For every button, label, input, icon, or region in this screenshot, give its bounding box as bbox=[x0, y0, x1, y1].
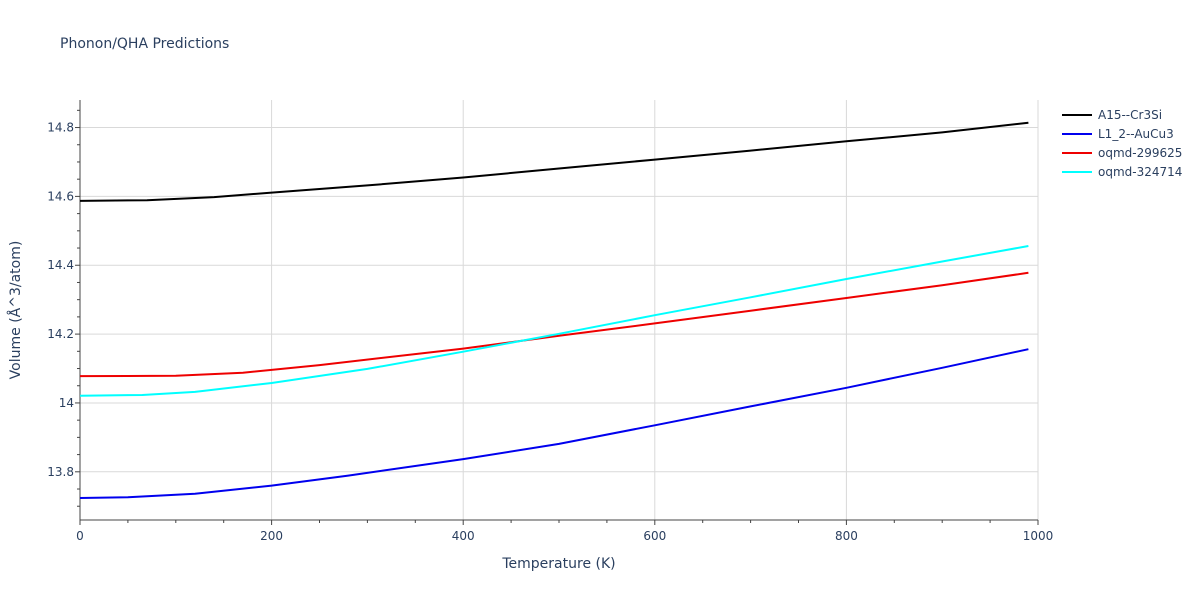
legend-label: oqmd-324714 bbox=[1098, 165, 1182, 179]
x-axis-title: Temperature (K) bbox=[501, 556, 615, 572]
x-tick-label: 200 bbox=[260, 529, 283, 543]
y-tick-label: 13.8 bbox=[47, 465, 74, 479]
series-line-1[interactable] bbox=[79, 348, 1029, 499]
grid-layer bbox=[80, 100, 1039, 520]
x-tick-label: 0 bbox=[76, 529, 84, 543]
legend-item-2[interactable]: oqmd-299625 bbox=[1062, 146, 1182, 160]
series-line-0[interactable] bbox=[79, 121, 1029, 202]
legend-item-3[interactable]: oqmd-324714 bbox=[1062, 165, 1182, 179]
legend-label: L1_2--AuCu3 bbox=[1098, 127, 1174, 141]
x-tick-label: 600 bbox=[643, 529, 666, 543]
legend[interactable]: A15--Cr3Si L1_2--AuCu3 oqmd-299625 oqmd-324… bbox=[1062, 108, 1182, 179]
x-tick-label: 400 bbox=[452, 529, 475, 543]
series-line-2[interactable] bbox=[79, 271, 1029, 378]
legend-label: oqmd-299625 bbox=[1098, 146, 1182, 160]
axes-layer: 0 200 400 600 800 1000 13.8 14 14.2 14.4 14.6 14.8 bbox=[47, 100, 1053, 543]
series-line-3[interactable] bbox=[79, 245, 1029, 397]
x-tick-label: 1000 bbox=[1023, 529, 1054, 543]
y-tick-label: 14.4 bbox=[47, 258, 74, 272]
y-tick-label: 14.8 bbox=[47, 121, 74, 135]
y-axis-title: Volume (Å^3/atom) bbox=[7, 241, 24, 380]
legend-label: A15--Cr3Si bbox=[1098, 108, 1162, 122]
x-tick-label: 800 bbox=[835, 529, 858, 543]
legend-item-1[interactable]: L1_2--AuCu3 bbox=[1062, 127, 1174, 141]
chart-title: Phonon/QHA Predictions bbox=[60, 36, 230, 52]
series-layer bbox=[79, 121, 1029, 499]
y-tick-label: 14 bbox=[59, 396, 74, 410]
y-tick-label: 14.2 bbox=[47, 327, 74, 341]
y-tick-label: 14.6 bbox=[47, 189, 74, 203]
legend-item-0[interactable]: A15--Cr3Si bbox=[1062, 108, 1162, 122]
